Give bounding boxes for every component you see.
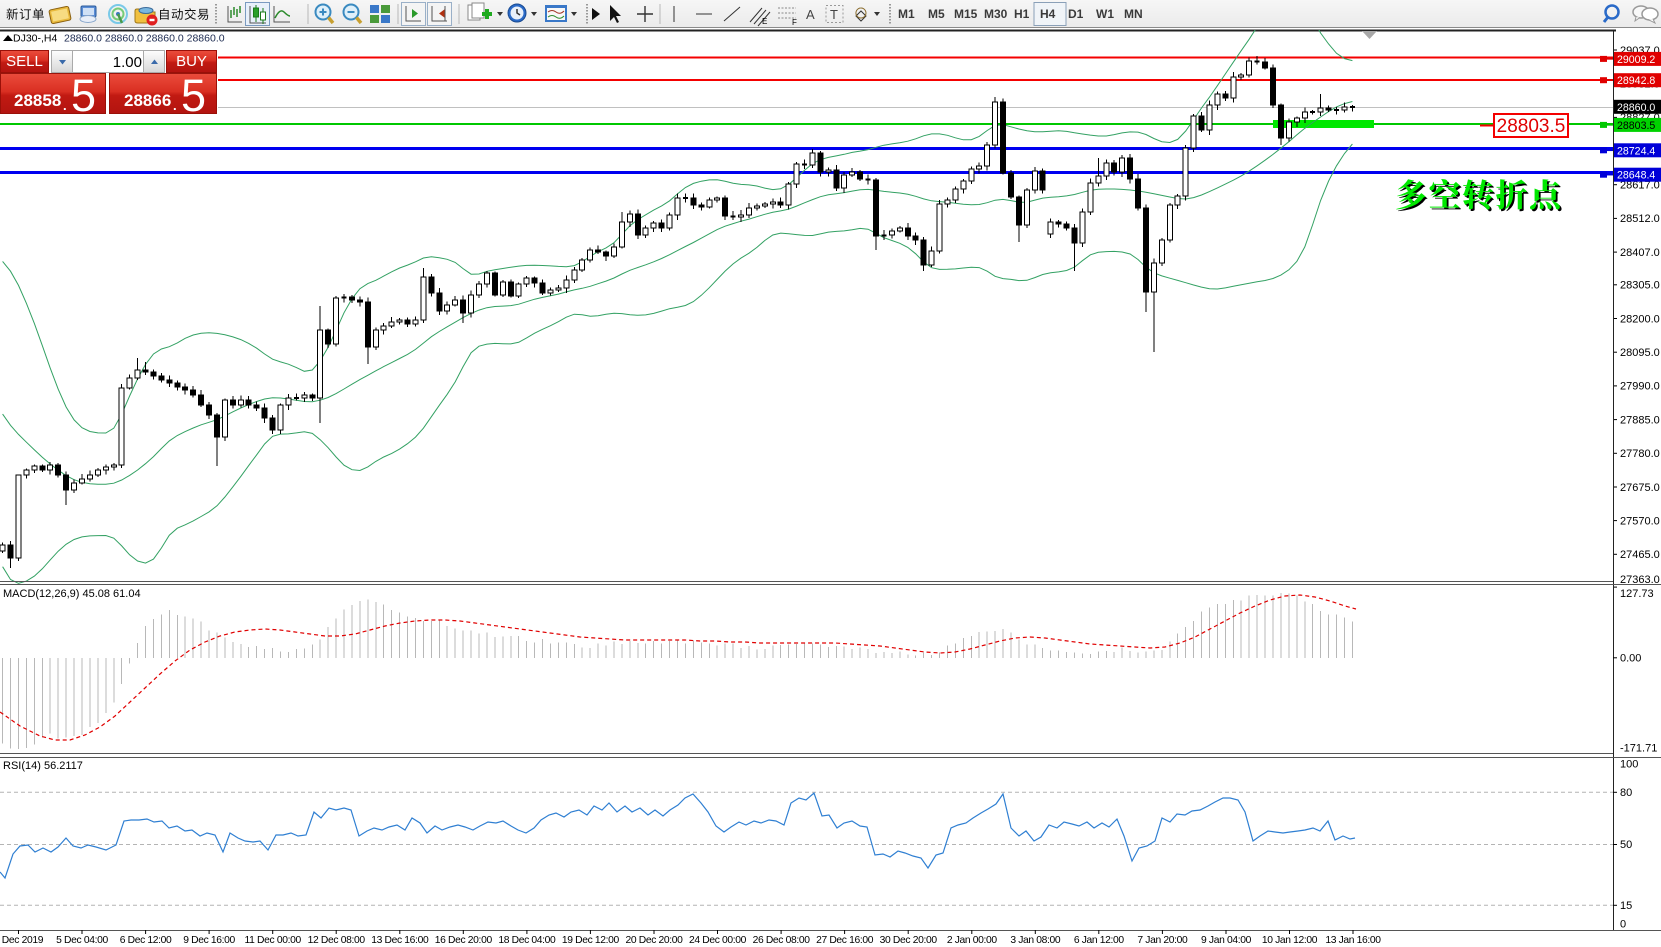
svg-text:13 Dec 16:00: 13 Dec 16:00	[371, 935, 429, 946]
svg-text:2 Jan 00:00: 2 Jan 00:00	[947, 935, 998, 946]
svg-text:100: 100	[1620, 759, 1638, 771]
svg-text:28617.0: 28617.0	[1620, 180, 1660, 192]
svg-text:127.73: 127.73	[1620, 588, 1654, 600]
svg-text:M5: M5	[928, 7, 945, 21]
svg-text:28648.4: 28648.4	[1617, 170, 1655, 182]
svg-text:T: T	[830, 7, 838, 22]
svg-text:H4: H4	[1040, 7, 1056, 21]
svg-text:28860.0 28860.0 28860.0 28860.: 28860.0 28860.0 28860.0 28860.0	[64, 33, 225, 45]
svg-text:M15: M15	[954, 7, 978, 21]
svg-text:27570.0: 27570.0	[1620, 515, 1660, 527]
svg-text:15: 15	[1620, 900, 1632, 912]
svg-text:M1: M1	[898, 7, 915, 21]
svg-text:5 Dec 04:00: 5 Dec 04:00	[56, 935, 108, 946]
svg-text:13 Jan 16:00: 13 Jan 16:00	[1325, 935, 1381, 946]
svg-text:27363.0: 27363.0	[1620, 574, 1660, 586]
svg-text:28305.0: 28305.0	[1620, 280, 1660, 292]
svg-text:F: F	[792, 18, 797, 27]
svg-text:M30: M30	[984, 7, 1008, 21]
svg-text:W1: W1	[1096, 7, 1114, 21]
svg-text:9 Dec 16:00: 9 Dec 16:00	[183, 935, 235, 946]
svg-text:19 Dec 12:00: 19 Dec 12:00	[562, 935, 620, 946]
svg-text:0.00: 0.00	[1620, 653, 1641, 665]
svg-text:28724.4: 28724.4	[1617, 145, 1655, 157]
svg-text:20 Dec 20:00: 20 Dec 20:00	[625, 935, 683, 946]
svg-text:4 Dec 2019: 4 Dec 2019	[0, 935, 44, 946]
svg-text:E: E	[762, 17, 767, 26]
svg-text:6 Dec 12:00: 6 Dec 12:00	[120, 935, 172, 946]
svg-text:MACD(12,26,9) 45.08 61.04: MACD(12,26,9) 45.08 61.04	[3, 588, 141, 600]
svg-text:30 Dec 20:00: 30 Dec 20:00	[880, 935, 938, 946]
svg-text:28803.5: 28803.5	[1497, 116, 1566, 137]
svg-text:80: 80	[1620, 787, 1632, 799]
svg-text:D1: D1	[1068, 7, 1084, 21]
svg-text:7 Jan 20:00: 7 Jan 20:00	[1137, 935, 1188, 946]
svg-text:H1: H1	[1014, 7, 1030, 21]
svg-text:28942.8: 28942.8	[1617, 75, 1655, 87]
svg-text:3 Jan 08:00: 3 Jan 08:00	[1010, 935, 1061, 946]
svg-text:12 Dec 08:00: 12 Dec 08:00	[308, 935, 366, 946]
svg-text:24 Dec 00:00: 24 Dec 00:00	[689, 935, 747, 946]
svg-text:27 Dec 16:00: 27 Dec 16:00	[816, 935, 874, 946]
svg-text:DJ30-,H4: DJ30-,H4	[13, 33, 58, 45]
svg-text:28095.0: 28095.0	[1620, 347, 1660, 359]
svg-text:27675.0: 27675.0	[1620, 482, 1660, 494]
svg-text:29009.2: 29009.2	[1617, 54, 1655, 66]
svg-text:28860.0: 28860.0	[1617, 102, 1655, 114]
svg-text:MN: MN	[1124, 7, 1143, 21]
svg-text:27465.0: 27465.0	[1620, 549, 1660, 561]
svg-text:26 Dec 08:00: 26 Dec 08:00	[753, 935, 811, 946]
svg-text:27780.0: 27780.0	[1620, 448, 1660, 460]
svg-text:18 Dec 04:00: 18 Dec 04:00	[498, 935, 556, 946]
svg-text:10 Jan 12:00: 10 Jan 12:00	[1262, 935, 1318, 946]
svg-text:RSI(14) 56.2117: RSI(14) 56.2117	[3, 760, 83, 772]
svg-text:6 Jan 12:00: 6 Jan 12:00	[1074, 935, 1125, 946]
svg-text:A: A	[806, 7, 815, 22]
svg-text:0: 0	[1620, 919, 1626, 931]
svg-text:27990.0: 27990.0	[1620, 381, 1660, 393]
svg-text:16 Dec 20:00: 16 Dec 20:00	[435, 935, 493, 946]
svg-text:28512.0: 28512.0	[1620, 213, 1660, 225]
svg-text:9 Jan 04:00: 9 Jan 04:00	[1201, 935, 1252, 946]
svg-text:28803.5: 28803.5	[1617, 120, 1655, 132]
svg-text:28407.0: 28407.0	[1620, 247, 1660, 259]
svg-text:27885.0: 27885.0	[1620, 414, 1660, 426]
svg-text:28200.0: 28200.0	[1620, 313, 1660, 325]
svg-text:-171.71: -171.71	[1620, 743, 1657, 755]
svg-text:11 Dec 00:00: 11 Dec 00:00	[245, 935, 302, 946]
svg-text:50: 50	[1620, 839, 1632, 851]
